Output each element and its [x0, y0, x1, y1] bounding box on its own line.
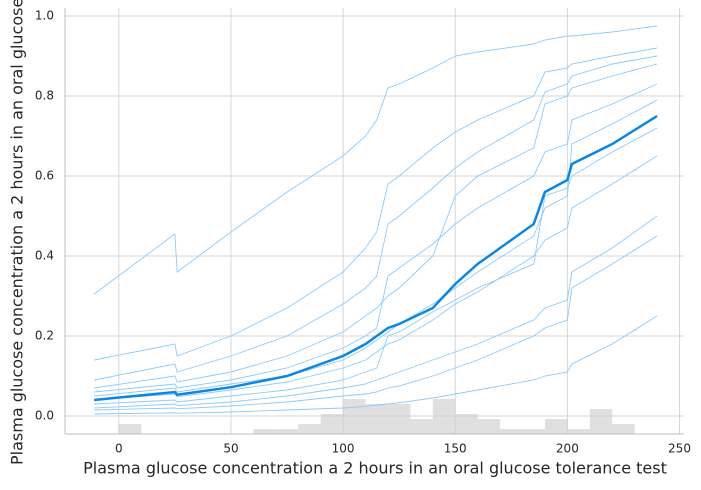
y-axis-label: Plasma glucose concentration a 2 hours i… [8, 0, 27, 465]
ice-line [94, 55, 658, 381]
mean-line [94, 114, 658, 402]
ice-line [94, 315, 658, 415]
x-tick-label: 200 [556, 442, 579, 456]
x-tick-label: 0 [115, 442, 123, 456]
histogram-bar [544, 419, 568, 434]
histogram-bar [589, 409, 613, 434]
histogram-bar [410, 419, 433, 434]
y-tick-label: 1.0 [35, 9, 54, 23]
ice-line [94, 127, 658, 405]
histogram-bar [432, 399, 456, 434]
y-tick-label: 0.4 [35, 249, 54, 263]
x-tick-label: 50 [223, 442, 238, 456]
y-tick-label: 0.0 [35, 409, 54, 423]
y-tick-label: 0.6 [35, 169, 54, 183]
histogram-bar [365, 404, 388, 434]
ice-line [94, 63, 658, 389]
histogram-bar [298, 424, 321, 434]
y-tick-label: 0.2 [35, 329, 54, 343]
histogram-bar [253, 429, 276, 434]
ice-line [94, 83, 658, 393]
y-tick-label: 0.8 [35, 89, 54, 103]
ice-line [94, 99, 658, 397]
histogram-bar [320, 414, 344, 434]
histogram-bar [455, 414, 478, 434]
ice-line [94, 155, 658, 401]
histogram-bar [612, 424, 635, 434]
x-tick-label: 100 [332, 442, 355, 456]
histogram-bar [343, 399, 366, 434]
histogram-bar [387, 404, 411, 434]
histogram-bar [118, 424, 142, 434]
histogram-bar [500, 429, 523, 434]
x-axis-label: Plasma glucose concentration a 2 hours i… [83, 459, 667, 478]
histogram-bar [567, 429, 590, 434]
histogram-bar [275, 429, 299, 434]
ice-line [94, 215, 658, 409]
histogram-bar [477, 419, 501, 434]
ice-line [93, 25, 658, 295]
x-tick-label: 250 [668, 442, 691, 456]
x-tick-label: 150 [444, 442, 467, 456]
ice-line [94, 47, 658, 361]
histogram-bar [522, 429, 545, 434]
ice-line [94, 235, 658, 411]
